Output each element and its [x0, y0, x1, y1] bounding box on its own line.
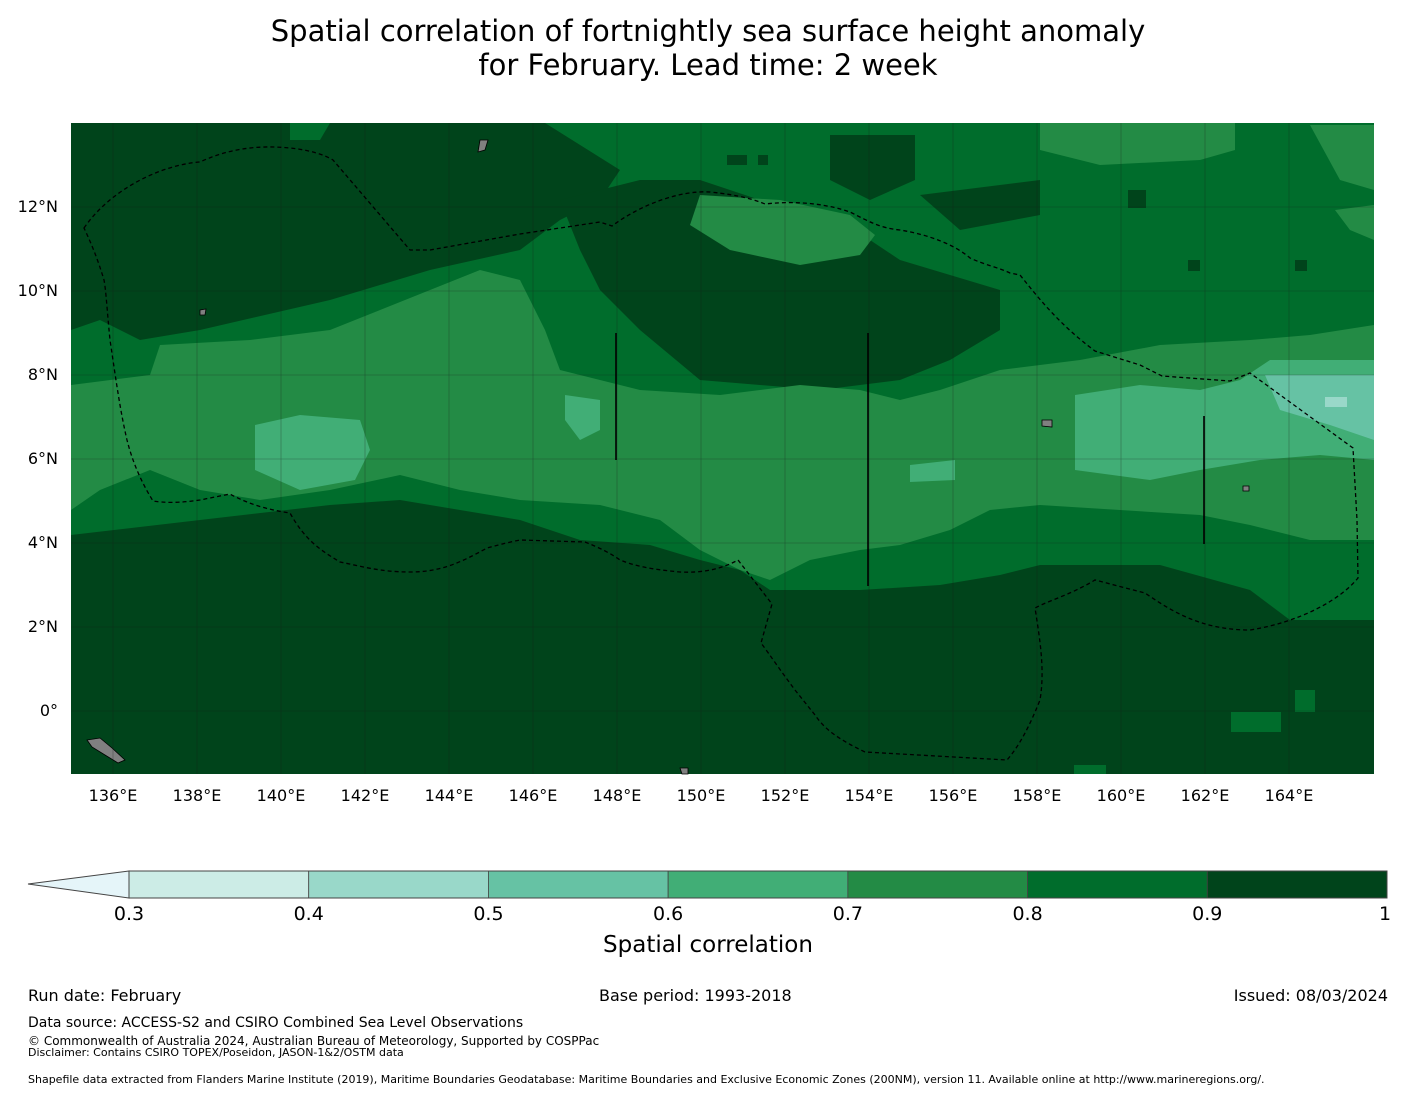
eez-boundary-palau-yap [83, 146, 1359, 761]
colorbar-tick: 0.8 [1012, 903, 1043, 925]
issued-date: Issued: 08/03/2024 [1233, 986, 1388, 1005]
colorbar-segment [488, 870, 669, 899]
longitude-label: 160°E [1096, 786, 1146, 805]
longitude-label: 164°E [1264, 786, 1314, 805]
colorbar-segment [308, 870, 489, 899]
longitude-label: 158°E [1012, 786, 1062, 805]
land-island [1041, 419, 1053, 428]
land-island [679, 767, 689, 775]
colorbar-segment [1206, 870, 1388, 899]
longitude-label: 140°E [256, 786, 306, 805]
title-line-2: for February. Lead time: 2 week [478, 48, 938, 82]
colorbar-segment [847, 870, 1028, 899]
colorbar [27, 870, 1388, 899]
land-masses [86, 139, 1250, 775]
colorbar-tick: 0.4 [293, 903, 324, 925]
colorbar-under-arrow [27, 870, 130, 899]
latitude-label: 4°N [27, 533, 58, 552]
land-island [1242, 485, 1250, 492]
colorbar-tick: 0.9 [1192, 903, 1223, 925]
colorbar-tick: 0.3 [113, 903, 145, 925]
longitude-label: 154°E [844, 786, 894, 805]
latitude-label: 12°N [17, 197, 58, 216]
correlation-band-0.7-0.8 [71, 123, 1374, 580]
map-gridlines [71, 123, 1374, 774]
longitude-label: 136°E [88, 786, 138, 805]
colorbar-tick: 0.6 [653, 903, 684, 925]
correlation-band-0.4-0.5 [1325, 397, 1347, 407]
title-line-1: Spatial correlation of fortnightly sea s… [270, 14, 1146, 48]
longitude-label: 138°E [172, 786, 222, 805]
colorbar-segment [128, 870, 310, 899]
longitude-label: 148°E [592, 786, 642, 805]
colorbar-segment [1027, 870, 1208, 899]
colorbar-tick: 0.7 [832, 903, 863, 925]
colorbar-title: Spatial correlation [603, 932, 813, 958]
longitude-label: 146°E [508, 786, 558, 805]
longitude-label: 156°E [928, 786, 978, 805]
land-island [199, 308, 207, 316]
copyright: © Commonwealth of Australia 2024, Austra… [28, 1034, 600, 1048]
colorbar-tick: 0.5 [473, 903, 504, 925]
latitude-label: 6°N [27, 449, 58, 468]
latitude-label: 0° [39, 701, 58, 720]
land-island [477, 139, 489, 153]
longitude-label: 162°E [1180, 786, 1230, 805]
longitude-label: 150°E [676, 786, 726, 805]
land-island [86, 737, 126, 764]
longitude-label: 144°E [424, 786, 474, 805]
vertical-markers [615, 333, 1205, 586]
disclaimer: Disclaimer: Contains CSIRO TOPEX/Poseido… [28, 1046, 404, 1059]
colorbar-segment [667, 870, 849, 899]
chart-title: Spatial correlation of fortnightly sea s… [0, 14, 1416, 82]
correlation-band-0.9-1.0-patches [560, 135, 1307, 390]
base-period: Base period: 1993-2018 [599, 986, 792, 1005]
latitude-label: 8°N [27, 365, 58, 384]
run-date: Run date: February [28, 986, 182, 1005]
correlation-band-0.5-0.6 [1265, 375, 1374, 440]
colorbar-tick: 1 [1378, 903, 1392, 925]
colorbar-outline [128, 870, 1388, 899]
latitude-label: 10°N [17, 281, 58, 300]
shapefile-credit: Shapefile data extracted from Flanders M… [28, 1073, 1265, 1086]
colorbar-segments [128, 870, 1388, 899]
data-source: Data source: ACCESS-S2 and CSIRO Combine… [28, 1015, 524, 1031]
latitude-label: 2°N [27, 617, 58, 636]
longitude-label: 152°E [760, 786, 810, 805]
longitude-label: 142°E [340, 786, 390, 805]
eez-boundaries [83, 146, 1359, 761]
